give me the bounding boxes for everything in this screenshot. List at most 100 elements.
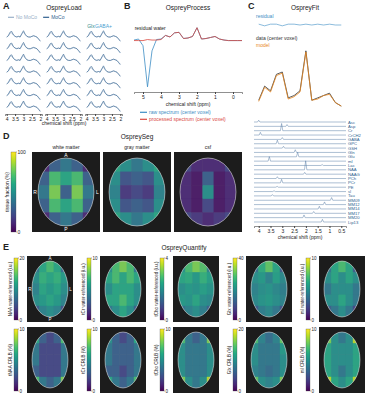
- cell: [324, 306, 332, 318]
- cell: [346, 283, 354, 295]
- cell: [46, 332, 54, 344]
- panel-title: OspreyFit: [291, 4, 319, 12]
- cell: [200, 332, 208, 344]
- cell: [273, 261, 281, 273]
- cell: [200, 343, 208, 355]
- x-axis: 543210: [135, 92, 243, 100]
- brain: [32, 332, 68, 388]
- cell: [46, 366, 54, 378]
- colorbar-tick-label: 0: [20, 318, 23, 323]
- cell: [258, 295, 266, 307]
- brain: [180, 158, 236, 226]
- cell: [251, 366, 259, 378]
- cells: [178, 261, 214, 317]
- cell: [214, 158, 226, 172]
- cell: [83, 158, 95, 172]
- x-axis: 43.532.52: [86, 114, 123, 122]
- cell: [324, 354, 332, 366]
- colorbar-tick-label: 40: [239, 256, 245, 261]
- map-title: white matter: [52, 144, 80, 150]
- cell: [200, 306, 208, 318]
- cell: [207, 354, 215, 366]
- cell: [83, 199, 95, 213]
- component-line: [254, 212, 346, 214]
- label-line: Glx water-referenced (i.u.): [227, 262, 232, 315]
- tick: 0.5: [338, 226, 345, 234]
- tick: 4: [160, 92, 163, 100]
- cell: [112, 283, 120, 295]
- colorbar: [233, 258, 237, 320]
- cells: [324, 332, 360, 388]
- brain: [324, 332, 360, 388]
- spectrum-line: [87, 89, 121, 100]
- direction-label: A: [48, 256, 51, 261]
- cell: [119, 295, 127, 307]
- colorbar-label: tissue fraction (%): [4, 172, 10, 212]
- cell: [324, 377, 332, 389]
- map-title: tCho CRLB (%): [154, 344, 159, 376]
- map-title: mI water-referenced (i.u.): [300, 263, 305, 314]
- cell: [346, 332, 354, 344]
- tick-label: 0.5: [338, 228, 345, 234]
- cell: [46, 295, 54, 307]
- map-title: mI CRLB (%): [300, 346, 305, 373]
- cell: [60, 158, 72, 172]
- cell: [54, 354, 62, 366]
- cell: [280, 332, 288, 344]
- colorbar: [14, 329, 18, 391]
- cell: [265, 306, 273, 318]
- cell: [251, 377, 259, 389]
- cell: [39, 343, 47, 355]
- tick: 4: [6, 114, 9, 122]
- cell: [154, 172, 166, 186]
- cell: [200, 283, 208, 295]
- brain-map: [246, 327, 292, 393]
- cell: [54, 366, 62, 378]
- component-line: [254, 172, 346, 174]
- direction-label: P: [64, 226, 68, 232]
- cell: [191, 212, 203, 226]
- tick: 0: [232, 92, 235, 100]
- cell: [280, 343, 288, 355]
- cell: [105, 366, 113, 378]
- brain: [251, 261, 287, 317]
- spectrum-line: [87, 54, 121, 65]
- tick-label: 4: [6, 116, 9, 122]
- panel-letter: B: [124, 1, 131, 11]
- cell: [127, 306, 135, 318]
- cell: [154, 212, 166, 226]
- cell: [180, 172, 192, 186]
- tick-label: 3: [23, 116, 26, 122]
- direction-label: P: [48, 317, 51, 322]
- tick: 3.5: [92, 114, 99, 122]
- brain-map: [173, 327, 219, 393]
- image-background: [174, 152, 242, 232]
- colorbar: [11, 152, 16, 232]
- component-line: [254, 140, 346, 144]
- cell: [38, 199, 50, 213]
- cell: [38, 212, 50, 226]
- legend-label: MoCo: [51, 14, 65, 20]
- spectrum-line: [87, 101, 121, 112]
- tick-label: 2.5: [109, 116, 116, 122]
- brain-outline: [32, 261, 68, 317]
- cell: [32, 354, 40, 366]
- cell: [258, 354, 266, 366]
- tick-label: 2: [119, 116, 122, 122]
- cell: [39, 295, 47, 307]
- legend-swatch: [8, 17, 14, 18]
- component-line: [254, 186, 346, 188]
- colorbar: [306, 258, 310, 320]
- cell: [324, 343, 332, 355]
- cell: [39, 354, 47, 366]
- brain-outline: [105, 261, 141, 317]
- cell: [324, 272, 332, 284]
- cell: [214, 212, 226, 226]
- plot-area: [259, 51, 342, 106]
- brain-map: [32, 152, 100, 232]
- cell: [134, 354, 142, 366]
- label-line: mI CRLB (%): [300, 346, 305, 373]
- cell: [127, 354, 135, 366]
- component-line: [254, 202, 346, 205]
- brain: [251, 332, 287, 388]
